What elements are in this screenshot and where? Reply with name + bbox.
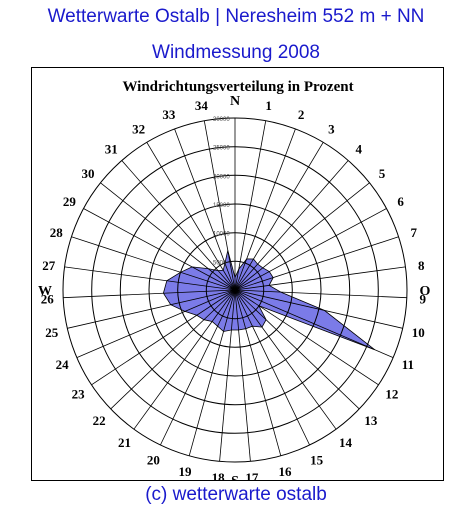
sector-label: 10 <box>412 325 425 340</box>
sector-label: 7 <box>411 225 418 240</box>
sector-label: 1 <box>265 98 272 113</box>
grid-spoke <box>76 289 236 358</box>
grid-spoke <box>234 289 360 410</box>
sector-label: 6 <box>397 194 404 209</box>
sector-label: 29 <box>63 194 77 209</box>
sector-label: 17 <box>245 470 259 480</box>
grid-spoke <box>188 289 236 456</box>
grid-spoke <box>100 182 236 291</box>
data-area <box>162 250 375 351</box>
grid-spoke <box>110 289 236 410</box>
grid-spoke <box>234 208 387 291</box>
radial-tick-label: 5000 <box>213 260 227 266</box>
sector-label: 23 <box>72 387 86 402</box>
footer-credit: (c) wetterwarte ostalb <box>145 484 327 505</box>
sector-label: 31 <box>105 141 118 156</box>
grid-spoke <box>234 142 324 291</box>
radial-tick-label: 20000 <box>213 174 230 180</box>
grid-spoke <box>64 266 236 291</box>
grid-spoke <box>234 236 399 291</box>
grid-spoke <box>234 289 282 456</box>
page-title: Wetterwarte Ostalb | Neresheim 552 m + N… <box>47 6 425 27</box>
sector-label: 5 <box>379 166 386 181</box>
radial-tick-label: 30000 <box>213 117 230 123</box>
sector-label: 11 <box>402 357 414 372</box>
sector-label: 18 <box>212 470 226 480</box>
sector-label: 8 <box>418 258 425 273</box>
sector-label: 15 <box>310 452 324 467</box>
grid-spoke <box>234 289 251 462</box>
sector-label: 2 <box>298 107 305 122</box>
wind-rose-chart: Windrichtungsverteilung in Prozent 5000 1… <box>38 79 431 480</box>
sector-label: 14 <box>339 435 353 450</box>
sector-label: 28 <box>50 225 64 240</box>
grid-spoke <box>234 289 394 358</box>
label-north: N <box>230 94 240 109</box>
label-south: S <box>231 474 239 480</box>
sector-label: 32 <box>132 122 145 137</box>
grid-spoke <box>234 289 379 386</box>
sector-label: 34 <box>195 98 209 113</box>
sector-label: 4 <box>355 141 362 156</box>
sector-label: 30 <box>82 166 95 181</box>
grid-spoke <box>133 289 236 430</box>
sector-label: 21 <box>118 435 131 450</box>
radial-tick-label: 10000 <box>213 232 230 238</box>
chart-title: Windrichtungsverteilung in Prozent <box>122 79 353 95</box>
sector-label: 33 <box>162 107 176 122</box>
label-east: O <box>420 284 431 299</box>
label-west: W <box>38 284 52 299</box>
sector-label: 13 <box>364 413 378 428</box>
radial-tick-label: 25000 <box>213 146 230 152</box>
grid-spoke <box>234 120 267 291</box>
sector-label: 20 <box>147 452 160 467</box>
grid-spoke <box>234 289 407 299</box>
grid-spoke <box>67 289 236 329</box>
grid-spoke <box>91 289 236 386</box>
grid-spoke <box>234 182 370 291</box>
grid-spoke <box>234 289 403 329</box>
grid-spoke <box>234 128 296 291</box>
grid-spoke <box>146 142 236 291</box>
chart-frame: Windrichtungsverteilung in Prozent 5000 1… <box>31 67 444 481</box>
sector-label: 26 <box>41 291 55 306</box>
grid-spoke <box>219 289 236 462</box>
grid-spoke <box>83 208 236 291</box>
grid-spoke <box>234 289 337 430</box>
page-subtitle: Windmessung 2008 <box>152 42 320 63</box>
grid-spoke <box>234 160 349 291</box>
sector-label: 22 <box>93 413 106 428</box>
sector-label: 25 <box>45 325 59 340</box>
grid-spoke <box>234 289 310 446</box>
sector-label: 16 <box>279 464 293 479</box>
sector-label: 19 <box>179 464 193 479</box>
grid-spoke <box>160 289 236 446</box>
grid-spoke <box>71 236 236 291</box>
sector-label: 27 <box>42 258 56 273</box>
radial-tick-label: 15000 <box>213 203 230 209</box>
sector-label: 9 <box>420 291 427 306</box>
sector-label: 24 <box>56 357 70 372</box>
grid-spoke <box>234 266 406 291</box>
grid-spoke <box>174 128 236 291</box>
grid-spoke <box>63 289 236 299</box>
sector-label: 12 <box>385 387 398 402</box>
sector-label: 3 <box>328 122 335 137</box>
grid-spoke <box>121 160 236 291</box>
grid-spoke <box>203 120 236 291</box>
